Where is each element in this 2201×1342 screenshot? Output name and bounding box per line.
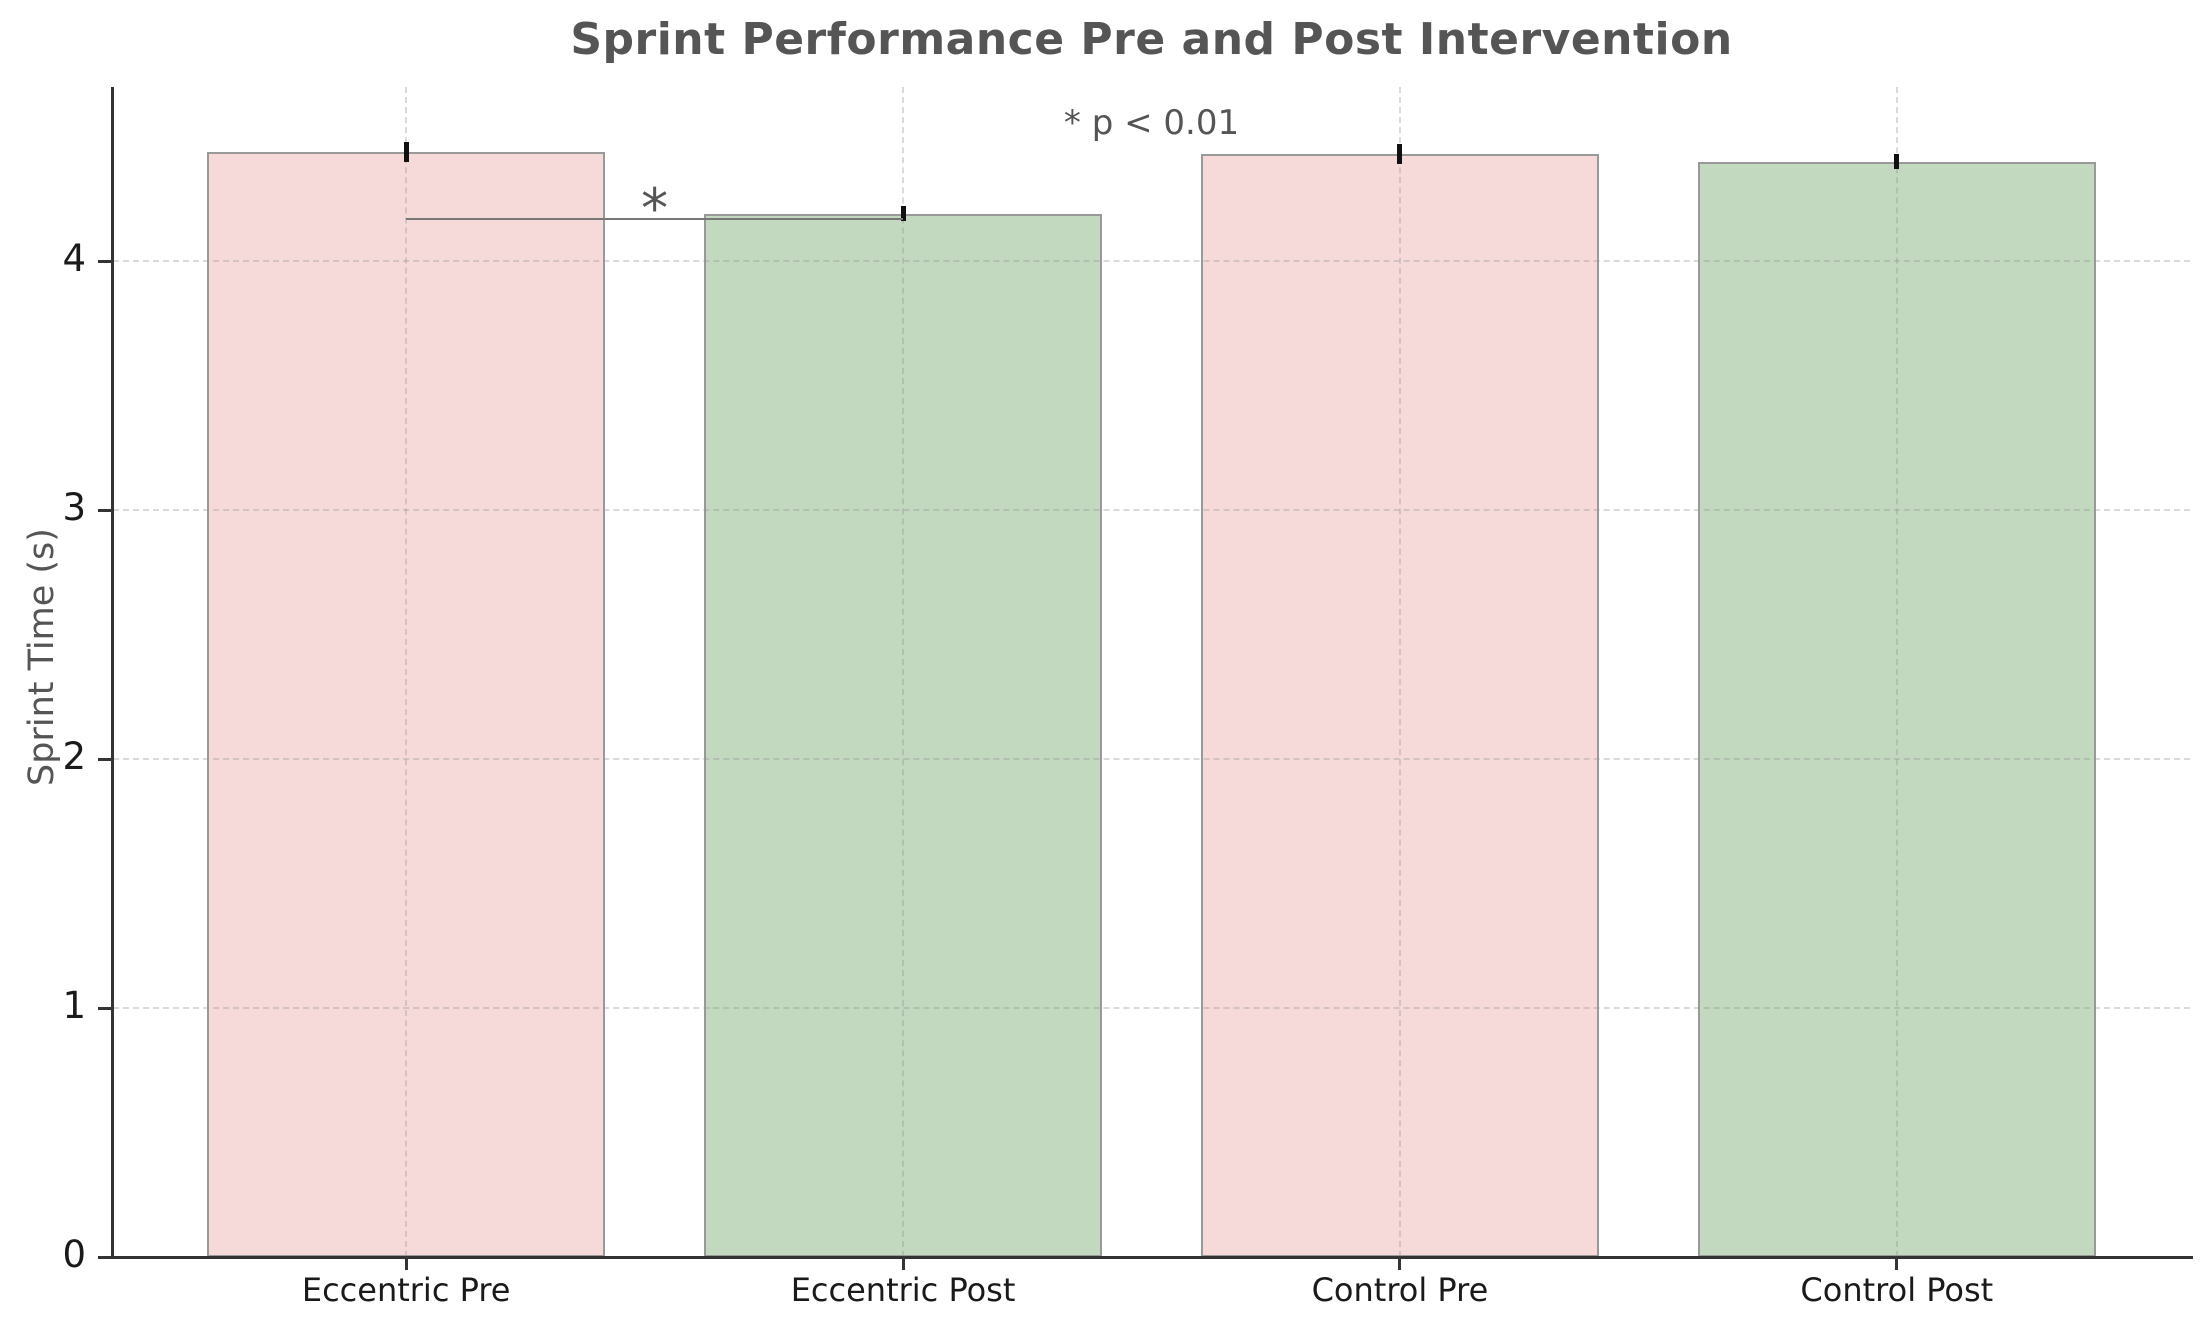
error-bar — [403, 141, 409, 162]
gridline-vertical — [405, 87, 408, 1257]
gridline-vertical — [1398, 87, 1401, 1257]
significance-asterisk: * — [641, 176, 669, 240]
error-bar — [900, 206, 906, 222]
significance-line — [406, 217, 904, 220]
y-tick-mark — [98, 259, 113, 263]
error-bar — [1397, 144, 1403, 165]
chart-title: Sprint Performance Pre and Post Interven… — [570, 14, 1733, 65]
gridline-horizontal — [113, 509, 2190, 512]
y-tick-label: 1 — [62, 984, 86, 1028]
y-axis-spine — [111, 87, 114, 1257]
plot-area: * p < 0.01 0 1 2 3 4 Eccentric Pre Eccentric P… — [62, 87, 2193, 1309]
p-value-annotation: * p < 0.01 — [1063, 103, 1240, 143]
y-tick-mark — [98, 508, 113, 512]
gridline-horizontal — [113, 1007, 2190, 1010]
y-tick-mark — [98, 1006, 113, 1010]
y-tick-mark — [98, 757, 113, 761]
x-tick-label: Control Post — [1800, 1271, 1994, 1309]
gridline-vertical — [1895, 87, 1898, 1257]
x-tick-mark — [1398, 1257, 1402, 1270]
gridline-horizontal — [113, 758, 2190, 761]
y-tick-label: 2 — [62, 735, 86, 779]
x-tick-mark — [901, 1257, 905, 1270]
y-tick-mark — [98, 1255, 113, 1259]
y-tick-label: 0 — [62, 1233, 86, 1276]
y-tick-label: 3 — [62, 486, 86, 530]
y-tick-label: 4 — [62, 237, 86, 281]
x-tick-mark — [1895, 1257, 1899, 1270]
bar-eccentric-post — [704, 213, 1102, 1257]
x-tick-label: Eccentric Post — [790, 1271, 1016, 1309]
error-bar — [1894, 154, 1900, 170]
bar-eccentric-pre — [207, 151, 605, 1257]
x-tick-label: Control Pre — [1311, 1271, 1489, 1309]
gridline-vertical — [902, 87, 905, 1257]
gridline-horizontal — [113, 260, 2190, 263]
x-tick-mark — [404, 1257, 408, 1270]
x-axis-spine — [111, 1256, 2193, 1259]
bar-control-post — [1698, 161, 2096, 1257]
x-tick-label: Eccentric Pre — [301, 1271, 511, 1309]
